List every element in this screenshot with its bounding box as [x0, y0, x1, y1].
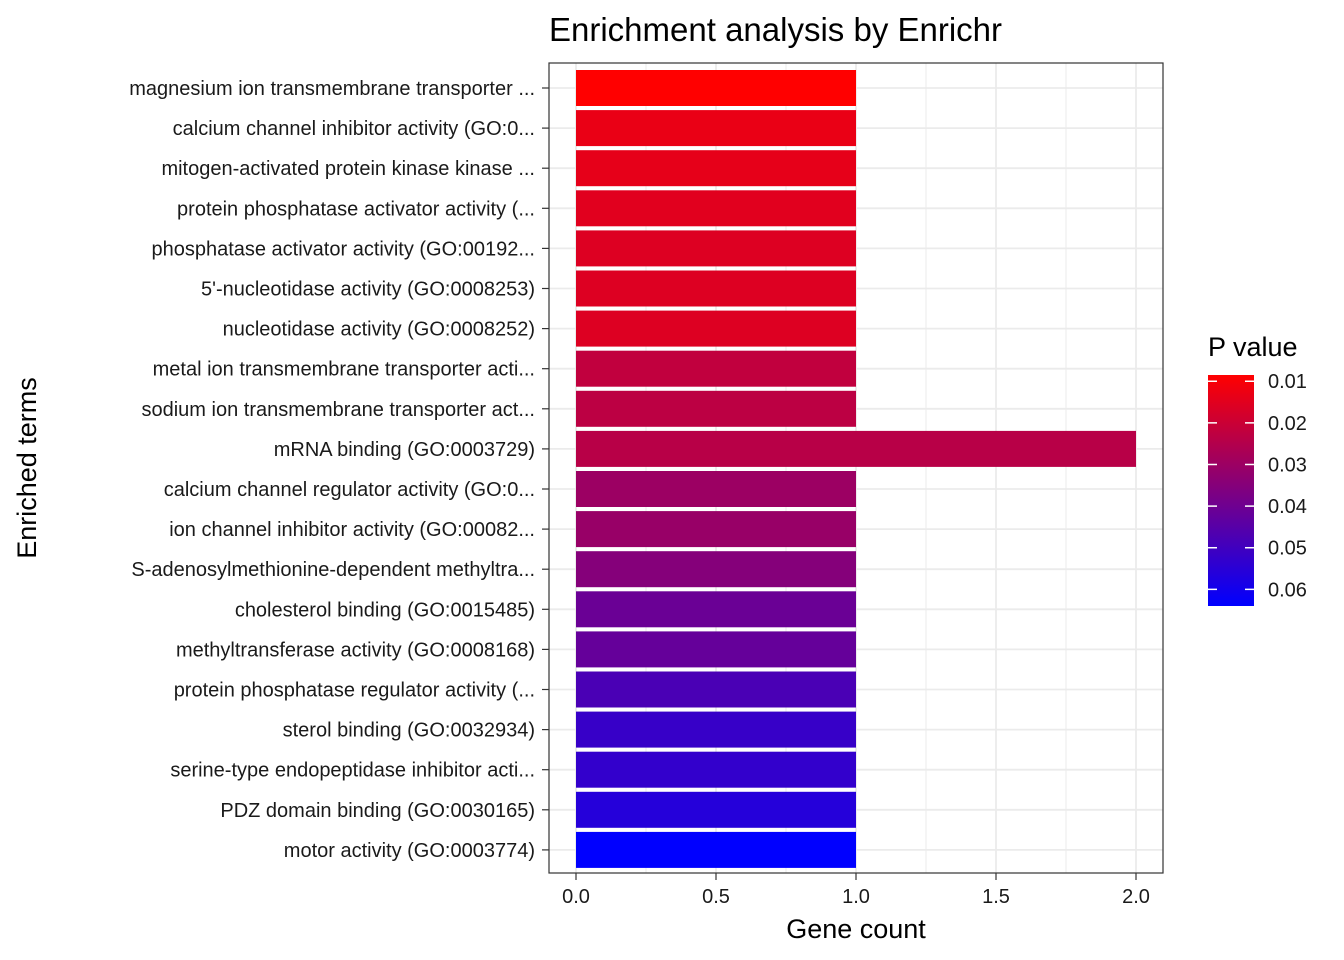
- y-tick-label: 5'-nucleotidase activity (GO:0008253): [201, 279, 535, 301]
- x-tick-label: 0.5: [702, 886, 730, 908]
- x-tick-label: 1.5: [982, 886, 1010, 908]
- y-tick-label: mRNA binding (GO:0003729): [274, 439, 535, 461]
- y-tick-label: cholesterol binding (GO:0015485): [235, 599, 535, 621]
- y-tick-label: sterol binding (GO:0032934): [283, 720, 535, 742]
- bars: [576, 70, 1136, 868]
- legend-title: P value: [1208, 332, 1298, 362]
- legend-ticks: 0.01 0.02 0.03 0.04 0.05 0.06: [1208, 371, 1307, 601]
- plot-panel: [548, 62, 1164, 874]
- bar: [576, 471, 856, 507]
- bar: [576, 110, 856, 147]
- bar: [576, 150, 856, 187]
- y-tick-label: protein phosphatase activator activity (…: [177, 198, 535, 220]
- y-tick-label: nucleotidase activity (GO:0008252): [223, 319, 535, 341]
- bar: [576, 511, 856, 548]
- y-axis: magnesium ion transmembrane transporter …: [129, 78, 549, 862]
- bar: [576, 70, 856, 106]
- legend-tick-label: 0.01: [1268, 371, 1307, 393]
- bar: [576, 791, 856, 828]
- y-tick-label: methyltransferase activity (GO:0008168): [176, 639, 535, 661]
- bar: [576, 350, 856, 387]
- x-axis: 0.0 0.5 1.0 1.5 2.0: [562, 873, 1150, 908]
- y-tick-label: serine-type endopeptidase inhibitor acti…: [170, 760, 535, 782]
- bar: [576, 270, 856, 307]
- bar: [576, 831, 856, 868]
- x-tick-label: 1.0: [842, 886, 870, 908]
- bar: [576, 310, 856, 347]
- bar: [576, 551, 856, 588]
- pvalue-legend: P value 0.01 0.02 0.03 0.04 0.05 0.06: [1208, 332, 1307, 606]
- legend-tick-label: 0.04: [1268, 496, 1307, 518]
- y-tick-label: sodium ion transmembrane transporter act…: [141, 399, 535, 421]
- bar: [576, 190, 856, 227]
- legend-tick-label: 0.06: [1268, 579, 1307, 601]
- y-tick-label: mitogen-activated protein kinase kinase …: [161, 158, 535, 180]
- y-tick-label: phosphatase activator activity (GO:00192…: [151, 238, 535, 260]
- legend-tick-label: 0.05: [1268, 538, 1307, 560]
- legend-colorbar: [1208, 375, 1254, 606]
- bar: [576, 591, 856, 628]
- y-tick-label: ion channel inhibitor activity (GO:00082…: [169, 519, 535, 541]
- bar: [576, 430, 1136, 467]
- bar: [576, 751, 856, 788]
- legend-tick-label: 0.03: [1268, 454, 1307, 476]
- y-tick-label: PDZ domain binding (GO:0030165): [220, 800, 535, 822]
- bar: [576, 671, 856, 708]
- bar: [576, 711, 856, 748]
- y-tick-label: S-adenosylmethionine-dependent methyltra…: [131, 559, 535, 581]
- legend-tick-label: 0.02: [1268, 413, 1307, 435]
- y-tick-label: metal ion transmembrane transporter acti…: [153, 359, 535, 381]
- y-tick-label: motor activity (GO:0003774): [284, 840, 535, 862]
- x-axis-title: Gene count: [786, 914, 926, 944]
- y-tick-label: protein phosphatase regulator activity (…: [174, 680, 535, 702]
- y-tick-label: calcium channel regulator activity (GO:0…: [164, 479, 535, 501]
- bar: [576, 631, 856, 668]
- y-tick-label: magnesium ion transmembrane transporter …: [129, 78, 535, 100]
- chart-title: Enrichment analysis by Enrichr: [549, 11, 1002, 48]
- y-tick-label: calcium channel inhibitor activity (GO:0…: [173, 118, 535, 140]
- x-tick-label: 2.0: [1122, 886, 1150, 908]
- bar: [576, 230, 856, 267]
- x-tick-label: 0.0: [562, 886, 590, 908]
- bar: [576, 390, 856, 427]
- y-axis-title: Enriched terms: [12, 377, 42, 559]
